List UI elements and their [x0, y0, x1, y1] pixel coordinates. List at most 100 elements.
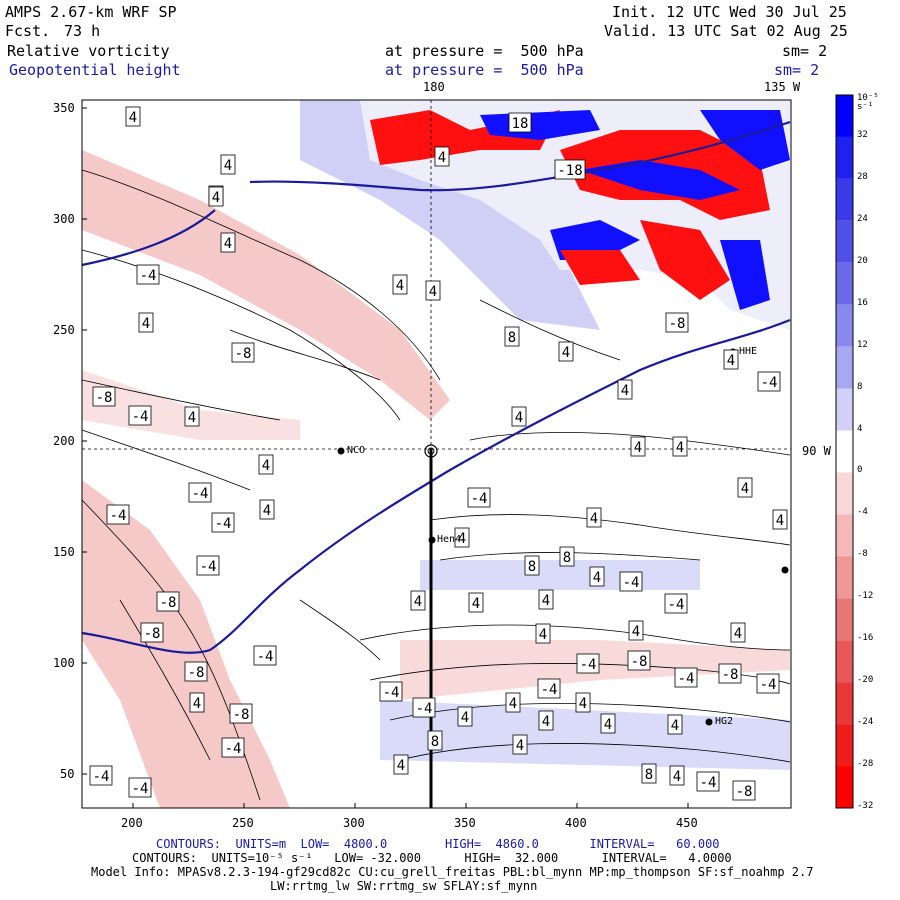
x-tick-200: 200 — [121, 816, 143, 830]
contour-label-text: -8 — [669, 316, 686, 332]
contour-label-box — [554, 159, 586, 180]
colorbar-swatch — [836, 598, 853, 641]
contour-label-box — [138, 312, 154, 333]
lon-label-90w: 90 W — [802, 444, 831, 458]
contour-label-text: -4 — [110, 508, 127, 524]
contour-label-box — [393, 754, 409, 775]
colorbar-swatch — [836, 178, 853, 221]
colorbar-swatch — [836, 220, 853, 263]
station-hhe-label: HHE — [739, 346, 758, 357]
colorbar-swatch — [836, 514, 853, 557]
contour-label-text: 18 — [512, 116, 529, 132]
footer-contours-vorticity: CONTOURS: UNITS=10⁻⁵ s⁻¹ LOW= -32.000 HI… — [132, 851, 732, 865]
contour-label-text: -4 — [215, 516, 232, 532]
contour-label-text: 4 — [741, 481, 749, 497]
contour-label-box — [106, 504, 130, 525]
colorbar-frame — [835, 94, 854, 809]
contour-label-box — [425, 280, 441, 301]
contour-label-text: 4 — [472, 596, 480, 612]
contour-label-box — [379, 681, 403, 702]
contour-label-box — [410, 590, 426, 611]
colorbar-label: -4 — [857, 507, 868, 518]
contour-label-box — [221, 737, 245, 758]
contour-label-text: -4 — [700, 775, 717, 791]
contour-label-box — [524, 555, 540, 576]
contour-label-text: 4 — [142, 316, 150, 332]
contour-label-box — [537, 678, 561, 699]
contour-label-box — [92, 386, 116, 407]
contour-label-text: -8 — [96, 390, 113, 406]
contour-label-text: 4 — [579, 696, 587, 712]
contour-label-box — [757, 371, 781, 392]
footer-contours-height: CONTOURS: UNITS=m LOW= 4800.0 HIGH= 4860… — [156, 837, 720, 851]
colorbar-label: -24 — [857, 717, 874, 728]
colorbar-swatch — [836, 640, 853, 683]
contour-label-text: -8 — [235, 346, 252, 362]
contour-label-box — [628, 620, 644, 641]
model-title: AMPS 2.67-km WRF SP — [5, 3, 177, 21]
contour-label-text: 4 — [632, 624, 640, 640]
contour-label-box — [454, 527, 470, 548]
contour-label-text: 4 — [542, 593, 550, 609]
colorbar-swatch — [836, 430, 853, 473]
negative-vorticity-shading — [82, 150, 790, 808]
footer-physics-info: LW:rrtmg_lw SW:rrtmg_sw SFLAY:sf_mynn — [270, 879, 538, 893]
contour-label-box — [586, 507, 602, 528]
contour-label-text: 4 — [776, 513, 784, 529]
contour-label-box — [184, 406, 200, 427]
colorbar-label: 4 — [857, 423, 863, 434]
contour-label-text: -4 — [225, 741, 242, 757]
contour-label-text: 4 — [224, 236, 232, 252]
contour-label-box — [231, 342, 255, 363]
contour-label-box — [467, 487, 491, 508]
y-tick-300: 300 — [53, 212, 75, 226]
contour-label-text: -18 — [557, 163, 582, 179]
field1-name: Relative vorticity — [7, 42, 170, 60]
contour-label-box — [156, 591, 180, 612]
contour-label-box — [559, 546, 575, 567]
contour-label-box — [718, 663, 742, 684]
field2-name: Geopotential height — [9, 61, 181, 79]
contour-label-text: 4 — [515, 410, 523, 426]
active-vorticity-region — [360, 100, 790, 330]
x-tick-450: 450 — [676, 816, 698, 830]
colorbar-label: -12 — [857, 591, 874, 602]
contour-label-text: 4 — [542, 714, 550, 730]
contour-label-text: 4 — [621, 383, 629, 399]
lon-label-135w: 135 W — [764, 80, 801, 94]
contour-label-box — [188, 482, 212, 503]
contour-label-text: -4 — [668, 597, 685, 613]
colorbar-swatch — [836, 262, 853, 305]
forecast-hour: 73 h — [64, 22, 101, 40]
colorbar-swatch — [836, 304, 853, 347]
contour-label-text: 4 — [396, 278, 404, 294]
contour-label-box — [723, 349, 739, 370]
contour-label-box — [504, 326, 520, 347]
contour-label-box — [730, 622, 746, 643]
contour-label-text: 4 — [590, 511, 598, 527]
contour-label-box — [630, 436, 646, 457]
init-time: Init. 12 UTC Wed 30 Jul 25 — [612, 3, 847, 21]
colorbar-swatch — [836, 136, 853, 179]
colorbar-label: 32 — [857, 129, 868, 140]
field2-smoothing: sm= 2 — [774, 61, 820, 79]
colorbar-label: -20 — [857, 675, 874, 686]
pole-marker — [424, 444, 438, 458]
x-tick-250: 250 — [232, 816, 254, 830]
contour-label-box — [196, 555, 220, 576]
contour-label-box — [392, 274, 408, 295]
colorbar-swatch — [836, 682, 853, 725]
contour-label-text: -4 — [383, 685, 400, 701]
colorbar-unit: 10⁻⁵ s⁻¹ — [857, 93, 879, 112]
contour-label-text: -8 — [233, 707, 250, 723]
contour-label-box — [641, 763, 657, 784]
contour-label-box — [457, 706, 473, 727]
contour-label-box — [772, 509, 788, 530]
contour-label-box — [258, 454, 274, 475]
colorbar-swatch — [836, 724, 853, 767]
contour-label-text: -4 — [541, 682, 558, 698]
station-nco-marker — [337, 447, 345, 455]
pole-marker-inner — [427, 447, 435, 455]
contour-label-box — [508, 112, 532, 133]
